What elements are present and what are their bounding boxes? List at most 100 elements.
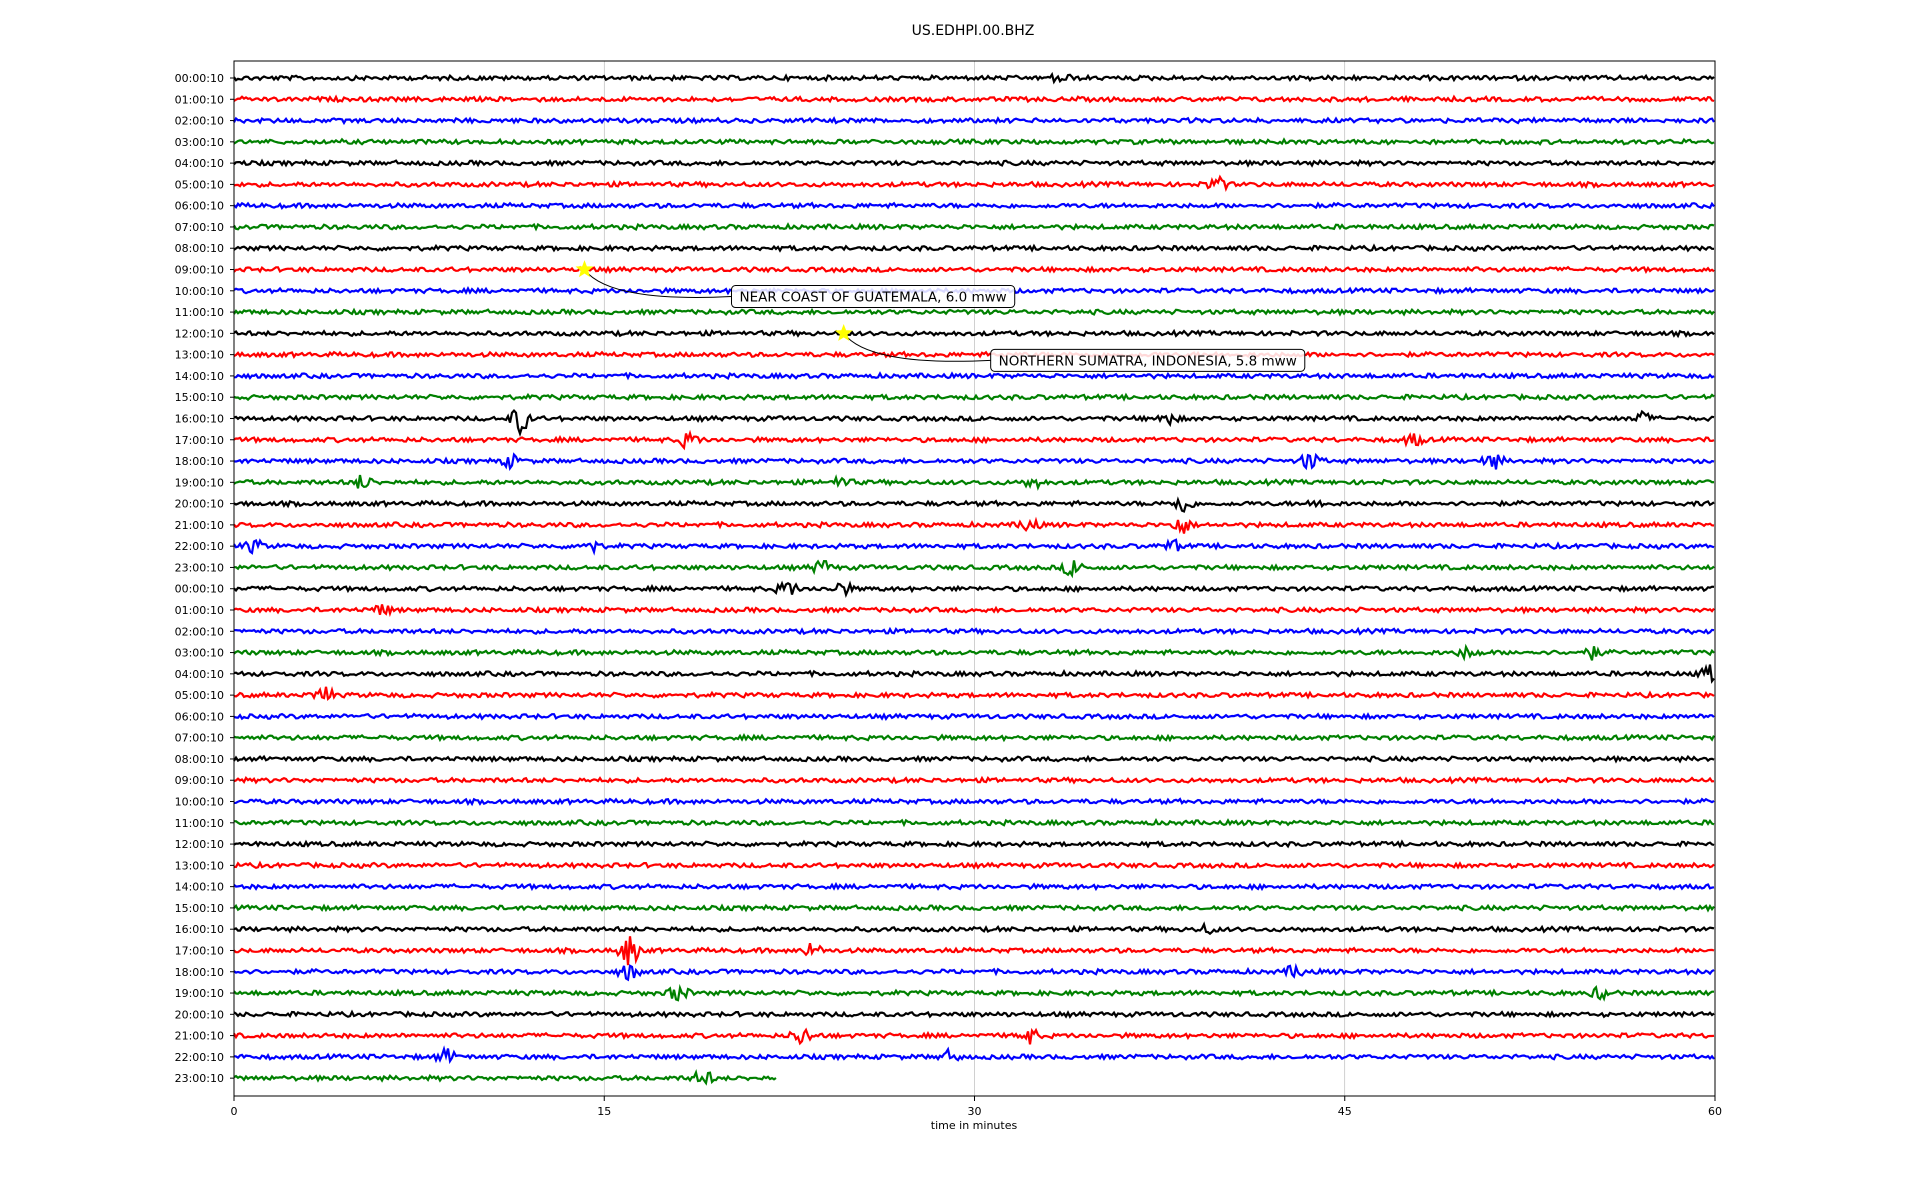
row-label: 02:00:10 xyxy=(175,115,224,128)
trace-line xyxy=(233,818,1715,828)
trace-line xyxy=(233,1027,1715,1046)
trace-line xyxy=(233,516,1715,534)
event-label-box xyxy=(990,348,1306,372)
trace-line xyxy=(233,983,1714,1002)
row-label: 17:00:10 xyxy=(175,944,224,957)
row-label: 23:00:10 xyxy=(175,1072,224,1085)
row-label: 07:00:10 xyxy=(175,221,224,234)
trace-line xyxy=(233,921,1715,936)
grid-lines xyxy=(233,61,1716,1096)
trace-line xyxy=(233,1009,1715,1019)
row-label: 18:00:10 xyxy=(175,966,224,979)
row-label: 05:00:10 xyxy=(175,178,224,191)
row-label: 04:00:10 xyxy=(175,157,224,170)
event-label: NORTHERN SUMATRA, INDONESIA, 5.8 mww xyxy=(999,353,1297,369)
row-label: 02:00:10 xyxy=(175,625,224,638)
row-label: 21:00:10 xyxy=(175,519,224,532)
row-label: 15:00:10 xyxy=(175,902,224,915)
trace-line xyxy=(233,496,1715,513)
x-tick-label: 60 xyxy=(1708,1105,1722,1118)
x-axis-label: time in minutes xyxy=(931,1119,1018,1132)
row-label: 01:00:10 xyxy=(175,93,224,106)
x-tick-label: 45 xyxy=(1338,1105,1352,1118)
row-label: 21:00:10 xyxy=(175,1030,224,1043)
row-label: 19:00:10 xyxy=(175,476,224,489)
trace-line xyxy=(233,903,1715,913)
row-label: 23:00:10 xyxy=(175,561,224,574)
trace-line xyxy=(233,685,1715,702)
trace-line xyxy=(233,265,1715,275)
trace-line xyxy=(233,580,1715,599)
row-label: 04:00:10 xyxy=(175,668,224,681)
trace-line xyxy=(233,881,1715,892)
row-label: 13:00:10 xyxy=(175,349,224,362)
trace-line xyxy=(233,174,1715,192)
trace-line xyxy=(233,1068,777,1086)
trace-line xyxy=(233,1045,1715,1065)
row-label: 14:00:10 xyxy=(175,370,224,383)
trace-line xyxy=(233,663,1715,684)
trace-line xyxy=(233,71,1715,85)
event-star-marker xyxy=(575,260,594,278)
row-label: 10:00:10 xyxy=(175,285,224,298)
trace-line xyxy=(233,962,1715,982)
trace-line xyxy=(233,604,1715,618)
row-label: 11:00:10 xyxy=(175,817,224,830)
row-label: 13:00:10 xyxy=(175,859,224,872)
row-label: 08:00:10 xyxy=(175,753,224,766)
row-label: 22:00:10 xyxy=(175,540,224,553)
row-label: 10:00:10 xyxy=(175,796,224,809)
trace-line xyxy=(233,452,1715,471)
trace-line xyxy=(233,936,1715,966)
trace-line xyxy=(233,643,1715,662)
trace-line xyxy=(233,137,1715,147)
x-axis: 0 15 30 45 60 xyxy=(231,1096,1722,1118)
row-label: 15:00:10 xyxy=(175,391,224,404)
row-label: 08:00:10 xyxy=(175,242,224,255)
row-label: 12:00:10 xyxy=(175,838,224,851)
trace-line xyxy=(233,538,1715,556)
trace-line xyxy=(233,797,1715,807)
trace-line xyxy=(233,860,1715,870)
trace-line xyxy=(233,328,1715,339)
row-label: 05:00:10 xyxy=(175,689,224,702)
row-label: 00:00:10 xyxy=(175,72,224,85)
event-annotations: NEAR COAST OF GUATEMALA, 6.0 mww NORTHERN… xyxy=(575,260,1306,372)
row-label: 00:00:10 xyxy=(175,583,224,596)
row-label: 18:00:10 xyxy=(175,455,224,468)
row-label: 16:00:10 xyxy=(175,923,224,936)
event-label: NEAR COAST OF GUATEMALA, 6.0 mww xyxy=(740,290,1007,306)
row-label: 07:00:10 xyxy=(175,732,224,745)
event-connector xyxy=(843,333,991,362)
row-label: 14:00:10 xyxy=(175,881,224,894)
row-label: 20:00:10 xyxy=(175,498,224,511)
trace-line xyxy=(233,116,1715,126)
trace-line xyxy=(233,429,1715,451)
row-label: 17:00:10 xyxy=(175,434,224,447)
trace-line xyxy=(233,243,1714,253)
row-labels: 00:00:10 01:00:10 02:00:10 03:00:10 04:00:10… xyxy=(175,72,234,1085)
row-label: 22:00:10 xyxy=(175,1051,224,1064)
row-label: 12:00:10 xyxy=(175,327,224,340)
row-label: 03:00:10 xyxy=(175,647,224,660)
trace-line xyxy=(234,559,1715,579)
x-tick-label: 0 xyxy=(231,1105,238,1118)
row-label: 11:00:10 xyxy=(175,306,224,319)
trace-line xyxy=(233,94,1715,104)
row-label: 06:00:10 xyxy=(175,200,224,213)
row-label: 06:00:10 xyxy=(175,710,224,723)
row-label: 09:00:10 xyxy=(175,774,224,787)
row-label: 01:00:10 xyxy=(175,604,224,617)
x-tick-label: 15 xyxy=(597,1105,611,1118)
trace-line xyxy=(233,307,1715,317)
trace-line xyxy=(233,754,1715,764)
seismogram-traces xyxy=(233,71,1715,1086)
row-label: 20:00:10 xyxy=(175,1008,224,1021)
trace-line xyxy=(233,350,1715,359)
row-label: 16:00:10 xyxy=(175,412,224,425)
row-label: 19:00:10 xyxy=(175,987,224,1000)
event-label-box xyxy=(731,285,1016,309)
trace-line xyxy=(233,712,1715,721)
trace-line xyxy=(233,222,1715,232)
